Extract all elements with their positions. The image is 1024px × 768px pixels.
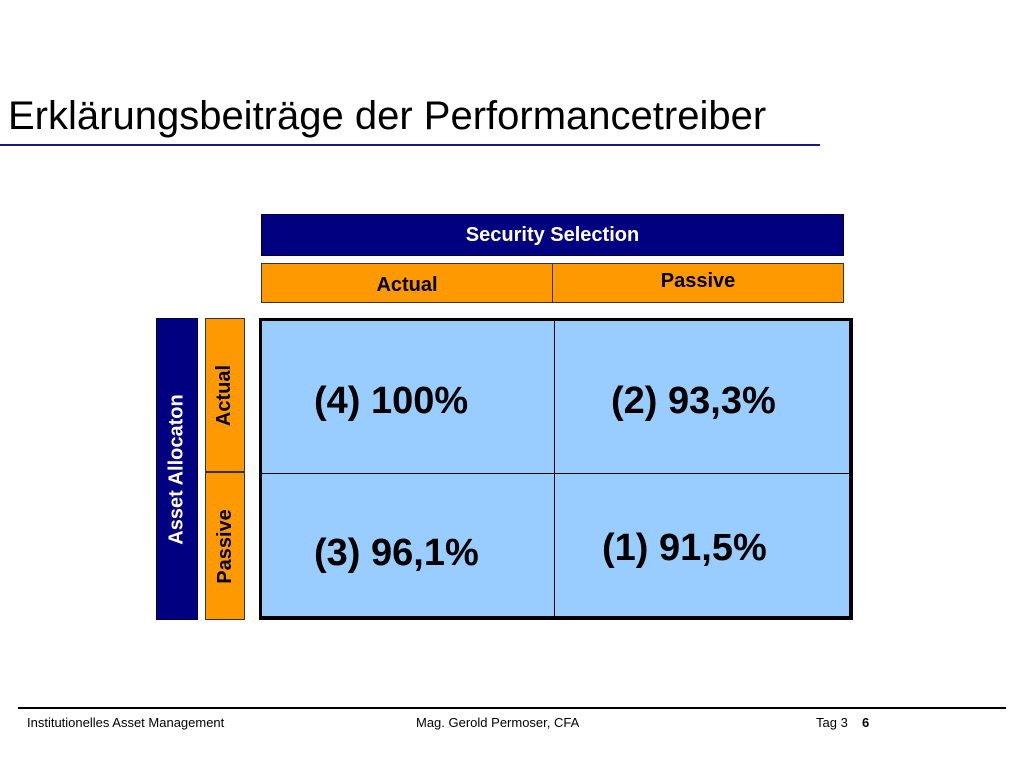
security-selection-header: Security Selection [261, 214, 844, 256]
slide-title: Erklärungsbeiträge der Performancetreibe… [8, 94, 767, 138]
row-passive-label: Passive [213, 508, 236, 584]
row-actual-label: Actual [213, 364, 236, 426]
footer-page-number: 6 [862, 715, 870, 730]
footer-divider [18, 707, 1006, 709]
asset-allocation-header: Asset Allocaton [156, 318, 198, 620]
asset-allocation-label: Asset Allocaton [165, 393, 188, 545]
column-actual-label: Actual [376, 273, 438, 296]
column-passive-label: Passive [660, 269, 736, 292]
footer-course: Institutionelles Asset Management [27, 715, 225, 730]
matrix-horizontal-divider [262, 473, 849, 474]
footer-author: Mag. Gerold Permoser, CFA [416, 715, 580, 730]
column-header-actual: Actual [261, 263, 553, 303]
cell-passive-passive: (1) 91,5% [602, 527, 767, 569]
cell-actual-passive: (2) 93,3% [611, 380, 776, 422]
matrix-vertical-divider [554, 321, 555, 616]
performance-matrix: (4) 100% (2) 93,3% (3) 96,1% (1) 91,5% [259, 318, 853, 620]
cell-actual-actual: (4) 100% [314, 380, 469, 422]
title-underline [0, 144, 820, 146]
row-header-actual: Actual [205, 318, 245, 472]
footer-day: Tag 3 [816, 715, 848, 730]
cell-passive-actual: (3) 96,1% [314, 532, 479, 574]
security-selection-label: Security Selection [465, 223, 640, 246]
column-header-passive: Passive [552, 263, 844, 303]
row-header-passive: Passive [205, 472, 245, 620]
